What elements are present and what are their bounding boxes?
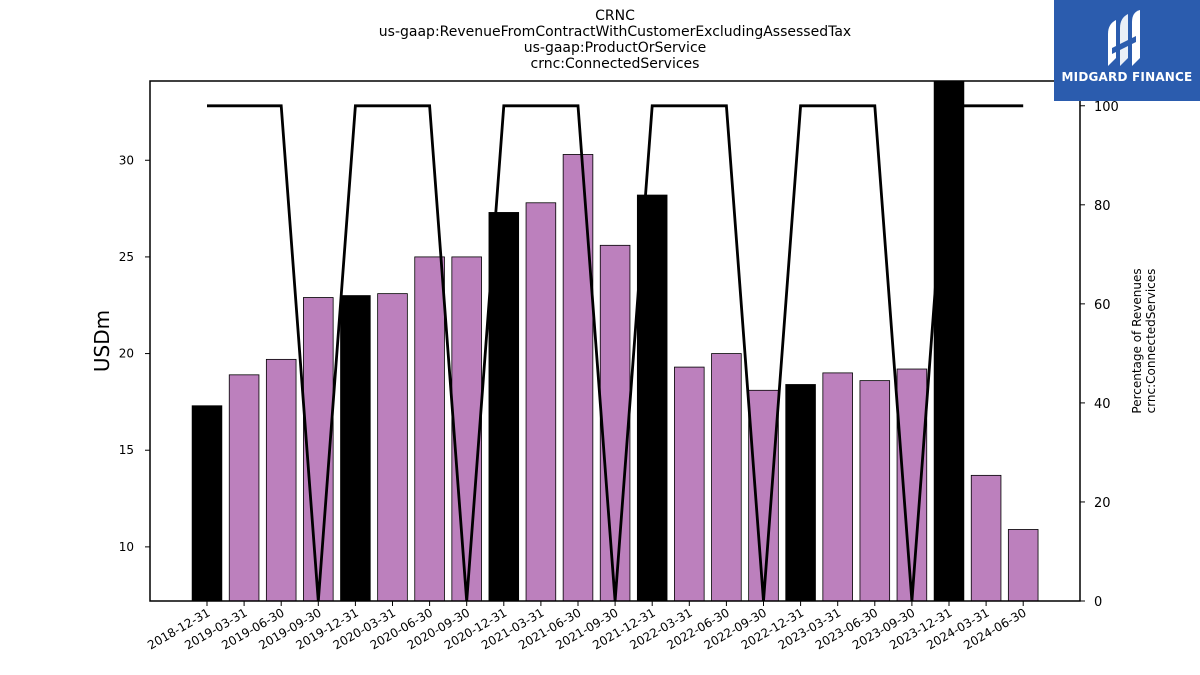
y-axis-label-right-line: Percentage of Revenues xyxy=(1130,268,1144,413)
y-right-tick-label: 0 xyxy=(1094,595,1102,610)
bar xyxy=(785,384,816,602)
bar xyxy=(228,374,260,602)
chart-title: CRNCus-gaap:RevenueFromContractWithCusto… xyxy=(379,8,851,72)
title-line: crnc:ConnectedServices xyxy=(531,56,700,72)
y-right-tick-label: 40 xyxy=(1094,397,1111,412)
bar xyxy=(970,474,1002,602)
y-axis-label-right-line: crnc:ConnectedServices xyxy=(1144,269,1158,414)
y-tick-label: 30 xyxy=(119,153,134,167)
midgard-logo-icon xyxy=(1108,10,1140,66)
title-line: CRNC xyxy=(595,8,635,24)
y-tick-label: 15 xyxy=(119,443,134,457)
bar xyxy=(711,353,742,602)
bar xyxy=(933,80,965,602)
bar xyxy=(636,194,668,602)
bar xyxy=(599,244,631,602)
y-axis-label-right: Percentage of Revenuescrnc:ConnectedServ… xyxy=(1130,268,1158,413)
title-line: us-gaap:RevenueFromContractWithCustomerE… xyxy=(379,24,851,40)
y-axis-right: 0 20 40 60 80 100 xyxy=(1080,100,1119,610)
bar xyxy=(562,154,594,602)
bar xyxy=(525,202,557,602)
y-tick-label: 20 xyxy=(119,347,134,361)
bar xyxy=(377,293,408,602)
bar xyxy=(451,256,482,602)
title-line: us-gaap:ProductOrService xyxy=(524,40,707,56)
bar xyxy=(303,297,334,602)
bar xyxy=(414,256,445,602)
y-tick-label: 25 xyxy=(119,250,134,264)
bar xyxy=(896,368,928,602)
bar xyxy=(265,358,297,602)
bar-series xyxy=(191,80,1039,602)
bar xyxy=(191,405,223,602)
midgard-finance-logo: MIDGARD FINANCE xyxy=(1054,0,1200,101)
y-right-tick-label: 60 xyxy=(1094,298,1111,313)
y-right-tick-label: 100 xyxy=(1094,100,1119,115)
y-axis-label-left: USDm xyxy=(90,310,114,372)
bar xyxy=(822,372,853,602)
bar xyxy=(488,212,520,602)
bar xyxy=(748,389,779,602)
bar xyxy=(859,380,891,602)
y-right-tick-label: 80 xyxy=(1094,199,1111,214)
logo-text: MIDGARD FINANCE xyxy=(1061,70,1193,84)
bar xyxy=(674,366,705,602)
y-axis-left: 10 15 20 25 30 xyxy=(119,153,150,554)
x-axis: 2018-12-312019-03-312019-06-302019-09-30… xyxy=(145,601,1029,652)
bar xyxy=(1007,529,1039,602)
bar xyxy=(340,295,371,602)
y-tick-label: 10 xyxy=(119,540,134,554)
y-right-tick-label: 20 xyxy=(1094,496,1111,511)
